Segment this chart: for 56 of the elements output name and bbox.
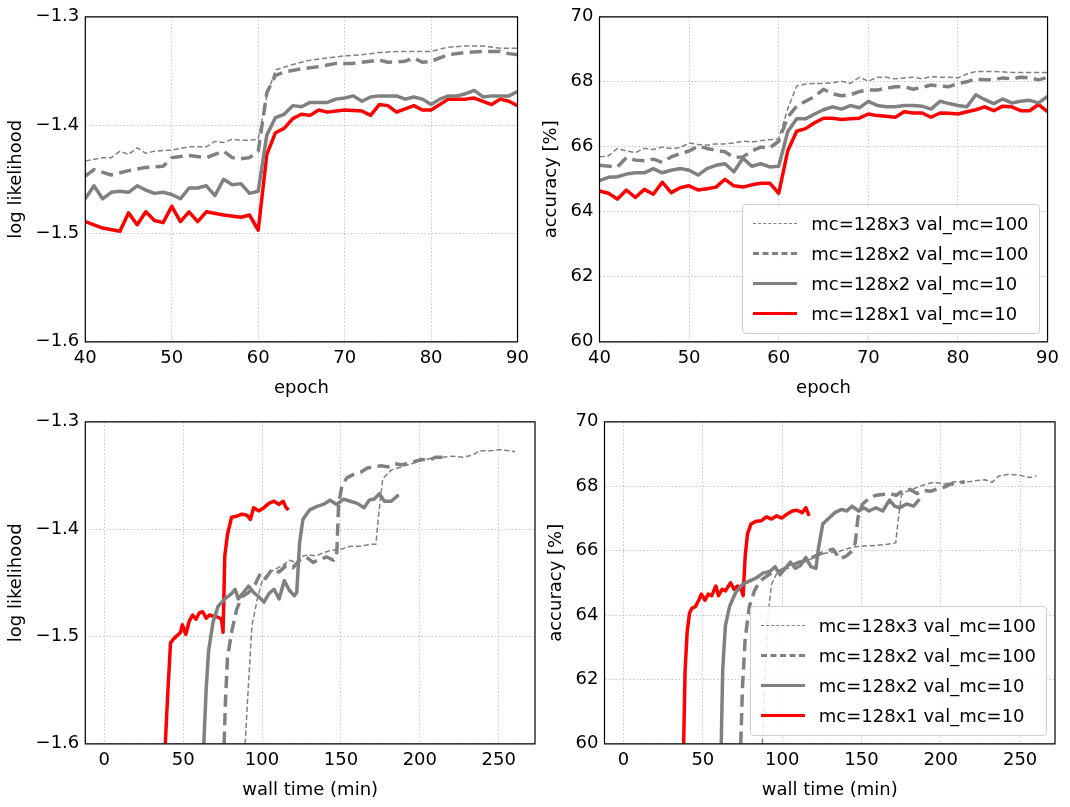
- x-tick-label: 0: [98, 748, 110, 770]
- y-tick-label: 62: [570, 264, 594, 286]
- y-tick-label: 64: [570, 199, 594, 221]
- legend-label: mc=128x2 val_mc=100: [811, 243, 1029, 265]
- y-tick-label: −1.4: [35, 112, 80, 134]
- y-tick-label: 62: [575, 667, 599, 689]
- x-axis-title: epoch: [796, 375, 851, 397]
- y-axis-title: accuracy [%]: [539, 120, 561, 239]
- y-tick-label: −1.5: [35, 221, 80, 243]
- y-tick-label: 66: [570, 134, 594, 156]
- y-tick-label: −1.6: [35, 731, 80, 753]
- x-axis-title: epoch: [274, 375, 329, 397]
- legend-label: mc=128x2 val_mc=10: [818, 675, 1025, 697]
- y-tick-label: 68: [570, 69, 594, 91]
- legend-label: mc=128x2 val_mc=100: [818, 645, 1036, 667]
- y-tick-label: 60: [575, 731, 599, 753]
- x-tick-label: 50: [677, 346, 701, 368]
- x-tick-label: 100: [244, 748, 280, 770]
- x-tick-label: 50: [160, 346, 184, 368]
- x-tick-label: 200: [402, 748, 437, 770]
- y-tick-label: −1.5: [35, 624, 80, 646]
- x-tick-label: 0: [617, 748, 630, 770]
- x-tick-label: 50: [171, 748, 195, 770]
- x-tick-label: 50: [691, 748, 715, 770]
- x-tick-label: 90: [506, 346, 529, 368]
- x-tick-label: 150: [844, 748, 879, 770]
- y-tick-label: 70: [570, 4, 594, 26]
- y-tick-label: −1.3: [35, 4, 80, 26]
- x-tick-label: 60: [767, 346, 791, 368]
- y-tick-label: 68: [575, 473, 599, 495]
- y-tick-label: 64: [575, 602, 599, 624]
- x-tick-label: 150: [323, 748, 359, 770]
- x-tick-label: 90: [1036, 346, 1059, 368]
- x-tick-label: 80: [946, 346, 970, 368]
- y-tick-label: 66: [575, 538, 599, 560]
- x-axis-title: wall time (min): [242, 777, 379, 799]
- x-tick-label: 250: [1002, 748, 1038, 770]
- y-axis-title: log likelihood: [4, 119, 26, 239]
- y-tick-label: 70: [575, 409, 599, 431]
- legend-label: mc=128x3 val_mc=100: [818, 615, 1036, 637]
- legend-label: mc=128x3 val_mc=100: [811, 213, 1029, 235]
- x-tick-label: 70: [856, 346, 880, 368]
- legend-label: mc=128x1 val_mc=10: [811, 303, 1018, 325]
- y-axis-title: log likelihood: [4, 523, 26, 643]
- y-axis-title: accuracy [%]: [544, 523, 566, 642]
- y-tick-label: −1.3: [35, 409, 80, 431]
- x-tick-label: 80: [419, 346, 443, 368]
- x-axis-title: wall time (min): [761, 777, 898, 799]
- x-tick-label: 70: [333, 346, 357, 368]
- x-tick-label: 250: [481, 748, 516, 770]
- x-tick-label: 100: [764, 748, 800, 770]
- legend-label: mc=128x1 val_mc=10: [818, 705, 1025, 727]
- legend-label: mc=128x2 val_mc=10: [811, 273, 1018, 295]
- x-tick-label: 200: [923, 748, 958, 770]
- y-tick-label: −1.4: [35, 516, 80, 538]
- x-tick-label: 60: [246, 346, 270, 368]
